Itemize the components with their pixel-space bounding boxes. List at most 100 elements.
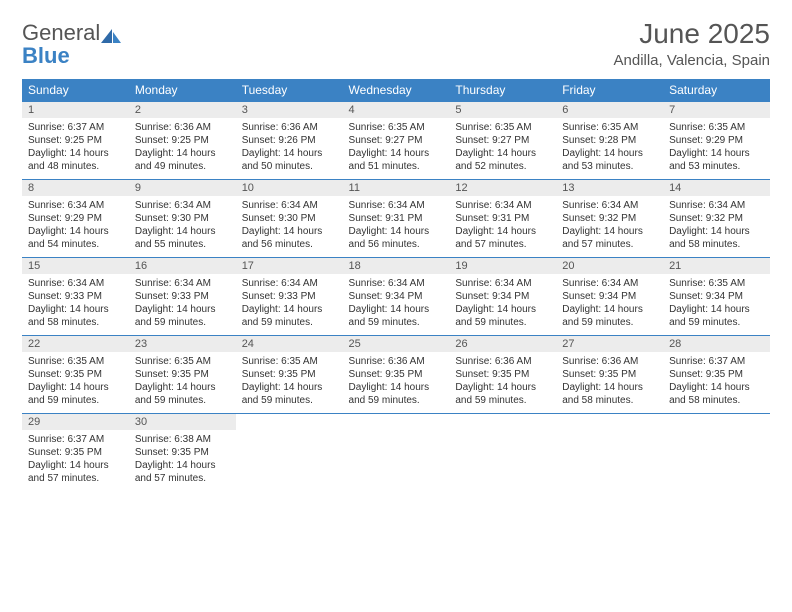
day-dl2: and 50 minutes. xyxy=(242,160,337,173)
day-dl2: and 57 minutes. xyxy=(28,472,123,485)
day-dl1: Daylight: 14 hours xyxy=(562,225,657,238)
day-dl1: Daylight: 14 hours xyxy=(242,303,337,316)
day-dl2: and 57 minutes. xyxy=(455,238,550,251)
day-cell: 1Sunrise: 6:37 AMSunset: 9:25 PMDaylight… xyxy=(22,102,129,180)
day-dl1: Daylight: 14 hours xyxy=(28,147,123,160)
day-sunrise: Sunrise: 6:34 AM xyxy=(349,277,444,290)
day-sunrise: Sunrise: 6:35 AM xyxy=(242,355,337,368)
day-sunset: Sunset: 9:30 PM xyxy=(135,212,230,225)
day-dl2: and 59 minutes. xyxy=(242,394,337,407)
brand-sail-icon xyxy=(100,28,122,44)
day-dl1: Daylight: 14 hours xyxy=(135,225,230,238)
day-sunrise: Sunrise: 6:35 AM xyxy=(455,121,550,134)
day-sunrise: Sunrise: 6:34 AM xyxy=(455,199,550,212)
day-sunset: Sunset: 9:25 PM xyxy=(28,134,123,147)
day-sunset: Sunset: 9:35 PM xyxy=(135,368,230,381)
day-number: 13 xyxy=(556,180,663,196)
day-body: Sunrise: 6:34 AMSunset: 9:34 PMDaylight:… xyxy=(449,274,556,335)
day-body: Sunrise: 6:35 AMSunset: 9:35 PMDaylight:… xyxy=(22,352,129,413)
day-cell: 16Sunrise: 6:34 AMSunset: 9:33 PMDayligh… xyxy=(129,258,236,336)
day-sunrise: Sunrise: 6:34 AM xyxy=(242,199,337,212)
day-sunrise: Sunrise: 6:36 AM xyxy=(242,121,337,134)
day-dl1: Daylight: 14 hours xyxy=(28,459,123,472)
day-number: 3 xyxy=(236,102,343,118)
day-sunset: Sunset: 9:35 PM xyxy=(562,368,657,381)
day-dl1: Daylight: 14 hours xyxy=(455,303,550,316)
day-number: 20 xyxy=(556,258,663,274)
day-dl1: Daylight: 14 hours xyxy=(242,381,337,394)
day-cell: 7Sunrise: 6:35 AMSunset: 9:29 PMDaylight… xyxy=(663,102,770,180)
day-sunset: Sunset: 9:28 PM xyxy=(562,134,657,147)
day-sunrise: Sunrise: 6:34 AM xyxy=(455,277,550,290)
day-dl2: and 59 minutes. xyxy=(455,316,550,329)
day-cell: 10Sunrise: 6:34 AMSunset: 9:30 PMDayligh… xyxy=(236,180,343,258)
day-number: 26 xyxy=(449,336,556,352)
day-sunrise: Sunrise: 6:35 AM xyxy=(28,355,123,368)
brand-part2: Blue xyxy=(22,43,70,68)
day-body: Sunrise: 6:35 AMSunset: 9:35 PMDaylight:… xyxy=(129,352,236,413)
day-dl1: Daylight: 14 hours xyxy=(669,225,764,238)
dow-header: Tuesday xyxy=(236,79,343,102)
day-sunrise: Sunrise: 6:36 AM xyxy=(135,121,230,134)
day-dl2: and 59 minutes. xyxy=(242,316,337,329)
day-sunrise: Sunrise: 6:37 AM xyxy=(28,433,123,446)
day-dl1: Daylight: 14 hours xyxy=(562,381,657,394)
day-sunset: Sunset: 9:32 PM xyxy=(669,212,764,225)
day-cell xyxy=(449,414,556,492)
day-dl1: Daylight: 14 hours xyxy=(455,225,550,238)
day-sunset: Sunset: 9:33 PM xyxy=(242,290,337,303)
day-number: 9 xyxy=(129,180,236,196)
day-dl2: and 56 minutes. xyxy=(349,238,444,251)
day-number: 2 xyxy=(129,102,236,118)
day-cell xyxy=(343,414,450,492)
day-dl2: and 59 minutes. xyxy=(28,394,123,407)
day-cell: 6Sunrise: 6:35 AMSunset: 9:28 PMDaylight… xyxy=(556,102,663,180)
day-sunset: Sunset: 9:35 PM xyxy=(28,446,123,459)
day-sunrise: Sunrise: 6:34 AM xyxy=(135,199,230,212)
week-row: 8Sunrise: 6:34 AMSunset: 9:29 PMDaylight… xyxy=(22,180,770,258)
day-body: Sunrise: 6:36 AMSunset: 9:25 PMDaylight:… xyxy=(129,118,236,179)
day-cell xyxy=(663,414,770,492)
page-title: June 2025 xyxy=(614,18,771,50)
day-cell: 4Sunrise: 6:35 AMSunset: 9:27 PMDaylight… xyxy=(343,102,450,180)
day-cell: 29Sunrise: 6:37 AMSunset: 9:35 PMDayligh… xyxy=(22,414,129,492)
week-row: 29Sunrise: 6:37 AMSunset: 9:35 PMDayligh… xyxy=(22,414,770,492)
day-dl1: Daylight: 14 hours xyxy=(242,225,337,238)
day-dl2: and 59 minutes. xyxy=(135,316,230,329)
day-body: Sunrise: 6:34 AMSunset: 9:30 PMDaylight:… xyxy=(129,196,236,257)
day-dl1: Daylight: 14 hours xyxy=(28,303,123,316)
day-cell: 20Sunrise: 6:34 AMSunset: 9:34 PMDayligh… xyxy=(556,258,663,336)
day-number: 6 xyxy=(556,102,663,118)
day-dl2: and 48 minutes. xyxy=(28,160,123,173)
day-dl1: Daylight: 14 hours xyxy=(455,381,550,394)
day-dl1: Daylight: 14 hours xyxy=(349,225,444,238)
day-sunrise: Sunrise: 6:37 AM xyxy=(669,355,764,368)
day-cell: 5Sunrise: 6:35 AMSunset: 9:27 PMDaylight… xyxy=(449,102,556,180)
day-sunset: Sunset: 9:33 PM xyxy=(135,290,230,303)
day-sunrise: Sunrise: 6:34 AM xyxy=(242,277,337,290)
day-body: Sunrise: 6:34 AMSunset: 9:30 PMDaylight:… xyxy=(236,196,343,257)
day-number: 4 xyxy=(343,102,450,118)
day-body: Sunrise: 6:34 AMSunset: 9:29 PMDaylight:… xyxy=(22,196,129,257)
day-body: Sunrise: 6:35 AMSunset: 9:29 PMDaylight:… xyxy=(663,118,770,179)
day-body: Sunrise: 6:38 AMSunset: 9:35 PMDaylight:… xyxy=(129,430,236,491)
day-dl2: and 59 minutes. xyxy=(669,316,764,329)
day-sunrise: Sunrise: 6:34 AM xyxy=(562,277,657,290)
day-dl2: and 58 minutes. xyxy=(562,394,657,407)
day-cell: 18Sunrise: 6:34 AMSunset: 9:34 PMDayligh… xyxy=(343,258,450,336)
day-number: 27 xyxy=(556,336,663,352)
day-body: Sunrise: 6:36 AMSunset: 9:35 PMDaylight:… xyxy=(556,352,663,413)
dow-header: Sunday xyxy=(22,79,129,102)
dow-header: Thursday xyxy=(449,79,556,102)
day-dl2: and 54 minutes. xyxy=(28,238,123,251)
day-number: 17 xyxy=(236,258,343,274)
day-dl2: and 59 minutes. xyxy=(455,394,550,407)
day-sunrise: Sunrise: 6:36 AM xyxy=(349,355,444,368)
day-dl2: and 59 minutes. xyxy=(349,316,444,329)
day-sunset: Sunset: 9:26 PM xyxy=(242,134,337,147)
day-dl2: and 58 minutes. xyxy=(669,238,764,251)
day-cell: 9Sunrise: 6:34 AMSunset: 9:30 PMDaylight… xyxy=(129,180,236,258)
day-body: Sunrise: 6:35 AMSunset: 9:27 PMDaylight:… xyxy=(449,118,556,179)
day-cell: 26Sunrise: 6:36 AMSunset: 9:35 PMDayligh… xyxy=(449,336,556,414)
day-cell: 23Sunrise: 6:35 AMSunset: 9:35 PMDayligh… xyxy=(129,336,236,414)
